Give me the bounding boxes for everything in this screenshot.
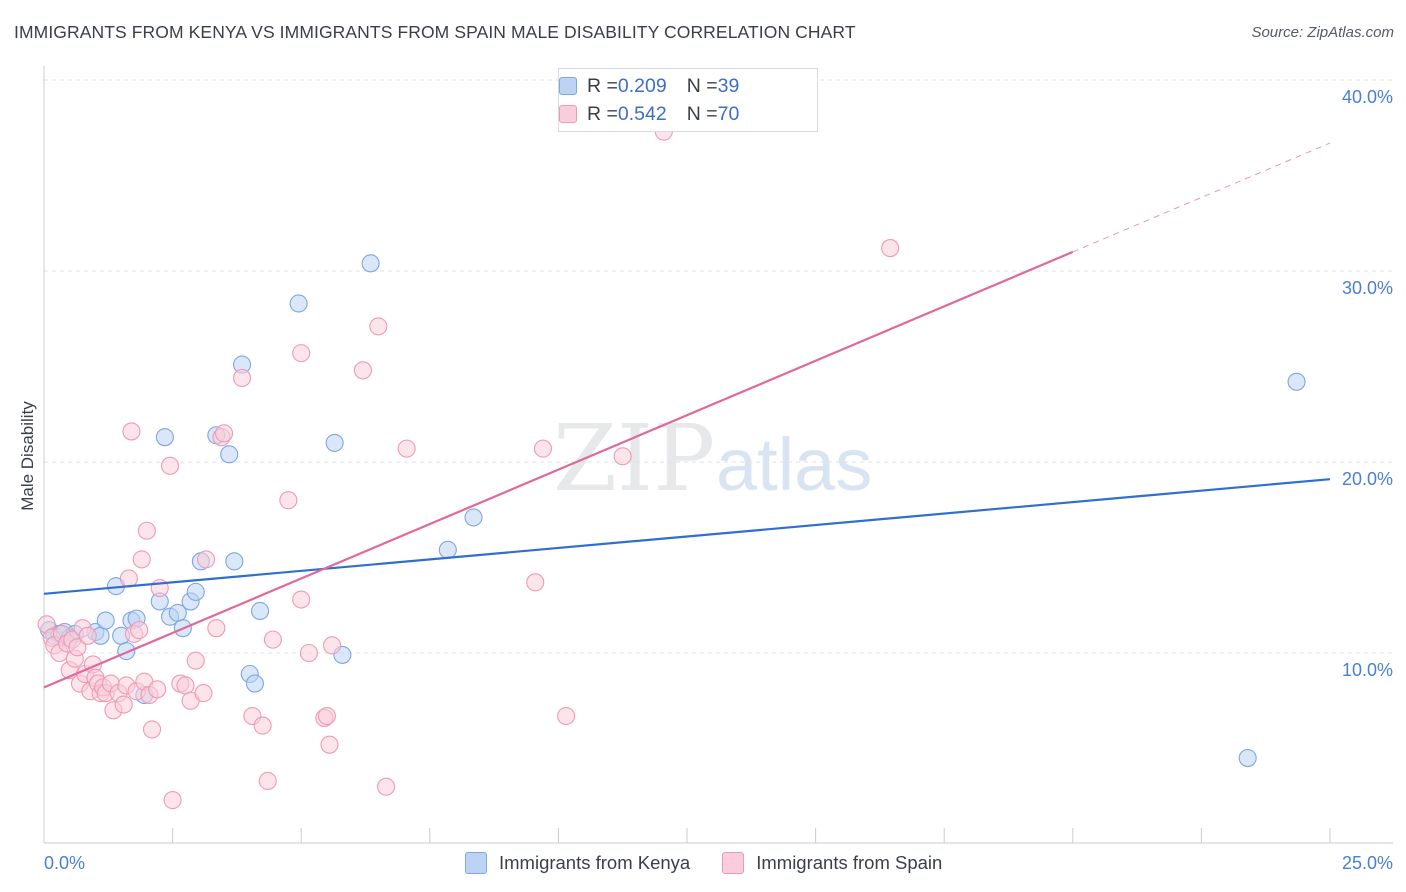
y-tick-label-2: 30.0%: [1342, 278, 1393, 298]
kenya-n-label: N =: [686, 74, 718, 97]
spain-point-24: [114, 695, 133, 714]
stats-legend-kenya: R = 0.209 N = 39: [559, 74, 740, 97]
spain-point-35: [142, 720, 162, 739]
y-tick-label-1: 20.0%: [1342, 469, 1393, 489]
spain-n-value: 70: [717, 102, 740, 125]
spain-point-33: [137, 521, 156, 540]
spain-point-53: [263, 630, 282, 649]
kenya-r-label: R =: [587, 74, 618, 97]
kenya-point-30: [289, 294, 308, 313]
kenya-r-value: 0.209: [617, 74, 667, 97]
chart-title: IMMIGRANTS FROM KENYA VS IMMIGRANTS FROM…: [14, 22, 856, 42]
spain-point-55: [292, 590, 311, 609]
spain-point-64: [377, 777, 396, 796]
spain-r-value: 0.542: [617, 102, 667, 125]
spain-point-30: [130, 621, 149, 640]
legend-kenya-swatch: [465, 852, 487, 874]
kenya-point-25: [225, 552, 244, 571]
source-label: Source: ZipAtlas.com: [1251, 24, 1394, 41]
spain-point-38: [160, 456, 180, 475]
spain-trend-extension: [1072, 142, 1331, 253]
spain-point-26: [119, 569, 138, 588]
spain-point-68: [557, 706, 576, 726]
kenya-point-21: [186, 582, 205, 601]
spain-point-36: [148, 680, 167, 699]
spain-point-65: [397, 439, 416, 458]
kenya-point-8: [96, 611, 115, 630]
kenya-point-36: [1238, 748, 1257, 768]
spain-point-9: [68, 638, 87, 657]
watermark-zip: ZIP: [553, 405, 715, 512]
spain-point-45: [196, 550, 216, 569]
y-tick-label-3: 40.0%: [1342, 87, 1393, 107]
kenya-point-24: [220, 445, 239, 464]
spain-point-66: [526, 573, 545, 592]
y-axis-label: Male Disability: [18, 401, 37, 511]
spain-point-41: [176, 676, 195, 695]
x-tick-label-0: 0.0%: [44, 853, 85, 873]
legend-spain-label: Immigrants from Spain: [756, 852, 943, 873]
kenya-n-value: 39: [717, 74, 740, 97]
spain-point-56: [292, 344, 311, 363]
spain-point-71: [881, 239, 900, 258]
spain-trend-line: [43, 250, 1074, 689]
spain-point-48: [214, 424, 234, 443]
legend-item-kenya[interactable]: Immigrants from Kenya: [465, 852, 690, 874]
kenya-point-29: [250, 601, 270, 621]
y-tick-label-0: 10.0%: [1342, 660, 1393, 680]
series-legend: Immigrants from Kenya Immigrants from Sp…: [465, 852, 974, 874]
legend-spain-swatch: [722, 852, 745, 874]
kenya-point-33: [361, 254, 380, 273]
spain-point-54: [279, 491, 298, 510]
spain-point-63: [369, 317, 388, 336]
legend-item-spain[interactable]: Immigrants from Spain: [722, 852, 942, 874]
x-tick-label-1: 25.0%: [1342, 853, 1393, 873]
legend-kenya-label: Immigrants from Kenya: [499, 852, 691, 873]
watermark-atlas: atlas: [716, 423, 872, 506]
stats-legend-spain: R = 0.542 N = 70: [559, 102, 740, 125]
spain-point-60: [320, 735, 339, 754]
kenya-point-37: [1287, 372, 1306, 391]
spain-point-51: [253, 716, 272, 735]
kenya-point-35: [464, 508, 483, 527]
spain-swatch: [559, 105, 577, 123]
spain-point-27: [122, 422, 141, 441]
spain-point-43: [186, 651, 205, 670]
kenya-point-16: [155, 428, 174, 447]
spain-point-49: [232, 368, 252, 388]
spain-point-59: [317, 706, 336, 726]
kenya-swatch: [559, 77, 577, 95]
spain-r-label: R =: [587, 102, 618, 125]
spain-point-31: [132, 550, 151, 569]
spain-point-46: [207, 619, 226, 638]
spain-point-62: [353, 361, 372, 380]
kenya-point-34: [438, 540, 457, 559]
spain-point-67: [533, 439, 553, 458]
kenya-point-31: [325, 433, 344, 452]
spain-n-label: N =: [686, 102, 718, 125]
stats-legend: R = 0.209 N = 39 R = 0.542 N = 70: [558, 68, 818, 132]
spain-point-13: [78, 626, 97, 645]
spain-point-39: [163, 791, 182, 810]
kenya-trend-line: [43, 478, 1331, 595]
spain-point-44: [194, 684, 213, 703]
spain-point-57: [299, 643, 318, 663]
spain-point-69: [613, 447, 632, 466]
spain-point-52: [258, 771, 277, 791]
kenya-point-28: [245, 674, 264, 693]
spain-point-61: [323, 636, 342, 655]
